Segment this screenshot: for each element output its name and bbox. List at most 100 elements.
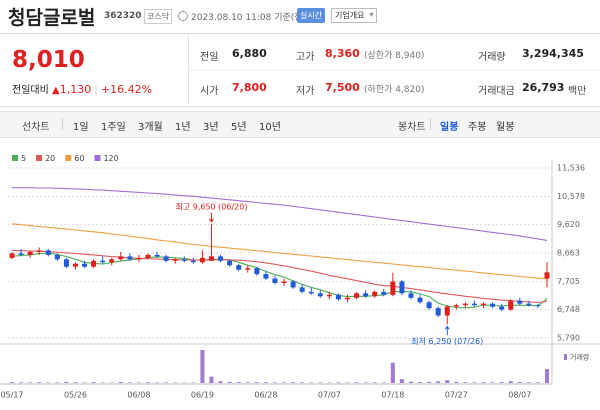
- candle-body: [444, 306, 450, 316]
- x-tick-label: 07/18: [381, 391, 404, 400]
- candle-body: [308, 291, 314, 294]
- candle-body: [517, 300, 523, 304]
- volume-bar: [418, 382, 423, 383]
- volume-bar: [73, 382, 78, 383]
- volume-bar: [372, 382, 377, 383]
- candle-body: [390, 281, 396, 295]
- legend-label: 60: [74, 154, 84, 163]
- change-line: 전일대비 ▲1,130 | +16.42%: [12, 81, 152, 96]
- candle-body: [417, 297, 423, 303]
- candle-body: [254, 268, 260, 275]
- stat-label: 전일: [200, 52, 219, 63]
- candle-body: [281, 281, 287, 283]
- y-tick-label: 7,705: [557, 277, 580, 286]
- volume-bar: [318, 382, 323, 383]
- candle-body: [499, 306, 505, 310]
- candle-body: [399, 281, 405, 294]
- volume-bar: [336, 382, 341, 383]
- volume-bar: [517, 382, 522, 383]
- candle-body: [272, 278, 278, 283]
- realtime-badge[interactable]: 실시간: [297, 8, 326, 23]
- stat-note: (하한가 4,820): [364, 85, 425, 95]
- candle-body: [453, 305, 459, 307]
- period-tab[interactable]: 5년: [231, 122, 247, 133]
- candle-body: [471, 303, 477, 306]
- volume-bar: [245, 382, 250, 383]
- x-tick-label: 06/19: [191, 391, 214, 400]
- y-tick-label: 10,578: [557, 192, 585, 201]
- up-icon: ▲: [52, 85, 60, 96]
- candle-body: [154, 254, 160, 257]
- candle-body: [462, 303, 468, 306]
- candle-body: [263, 274, 269, 279]
- x-tick-label: 05/17: [0, 391, 23, 400]
- x-tick-label: 07/07: [318, 391, 341, 400]
- candle-body: [363, 293, 369, 297]
- volume-bar: [46, 382, 51, 383]
- stat-value: 26,793: [522, 81, 565, 94]
- candle-body: [199, 257, 205, 263]
- volume-bar: [408, 381, 413, 383]
- volume-bar: [535, 382, 540, 383]
- candle-body: [72, 263, 78, 267]
- candle-tab[interactable]: 월봉: [496, 122, 515, 133]
- timestamp: 2023.08.10 11:08 기준(장중): [191, 13, 315, 23]
- volume-bar: [10, 382, 14, 383]
- low-annotation: 최저 6,250 (07/26): [411, 336, 483, 346]
- candle-body: [227, 260, 233, 266]
- volume-bar: [209, 376, 214, 383]
- candle-body: [544, 272, 550, 279]
- company-button[interactable]: 기업개요 ▾: [331, 8, 378, 23]
- candle-body: [345, 297, 351, 300]
- candle-body: [18, 253, 24, 255]
- period-tab[interactable]: 3개월: [138, 122, 163, 133]
- x-tick-label: 05/26: [64, 391, 87, 400]
- volume-bar: [472, 382, 477, 383]
- stock-code: 362320: [104, 11, 142, 21]
- y-tick-label: 8,663: [557, 249, 580, 258]
- moving-average-line: [12, 187, 548, 241]
- candle-body: [163, 256, 169, 261]
- candle-body: [27, 251, 33, 255]
- volume-bar: [218, 381, 223, 383]
- volume-bar: [91, 382, 96, 383]
- candle-body: [335, 294, 341, 300]
- volume-bar: [118, 382, 123, 383]
- volume-label: 거래량: [570, 353, 590, 362]
- candle-body: [535, 305, 541, 307]
- volume-bar: [508, 381, 513, 383]
- period-tab[interactable]: 3년: [203, 122, 219, 133]
- low-arrow: [444, 325, 450, 336]
- legend-swatch: [94, 155, 101, 161]
- candle-body: [526, 303, 532, 306]
- candle-body: [145, 254, 151, 258]
- volume-bar: [526, 382, 531, 383]
- volume-bar: [545, 369, 549, 383]
- period-tab[interactable]: 1년: [175, 122, 191, 133]
- candle-body: [372, 291, 378, 297]
- candle-body: [245, 268, 251, 270]
- candle-tab[interactable]: 주봉: [468, 122, 487, 133]
- y-tick-label: 11,536: [557, 164, 585, 173]
- period-tab[interactable]: 10년: [259, 122, 281, 133]
- period-tab[interactable]: 1주일: [101, 122, 126, 133]
- candle-tab[interactable]: 일봉: [440, 122, 459, 133]
- candle-body: [100, 260, 106, 263]
- volume-bar: [490, 382, 495, 383]
- candle-body: [127, 256, 133, 260]
- high-annotation: 최고 9,650 (06/20): [175, 201, 247, 211]
- volume-bar: [263, 382, 268, 383]
- candle-body: [181, 259, 187, 261]
- legend-swatch: [36, 155, 43, 161]
- quote-box: [0, 33, 600, 107]
- volume-bar: [64, 381, 69, 383]
- volume-bar: [254, 382, 259, 383]
- divider: [62, 118, 63, 130]
- divider: [188, 34, 189, 105]
- volume-bar: [463, 382, 468, 383]
- volume-bar: [282, 382, 287, 383]
- period-tab[interactable]: 1일: [73, 122, 89, 133]
- high-arrow: [209, 212, 214, 223]
- x-tick-label: 06/08: [127, 391, 150, 400]
